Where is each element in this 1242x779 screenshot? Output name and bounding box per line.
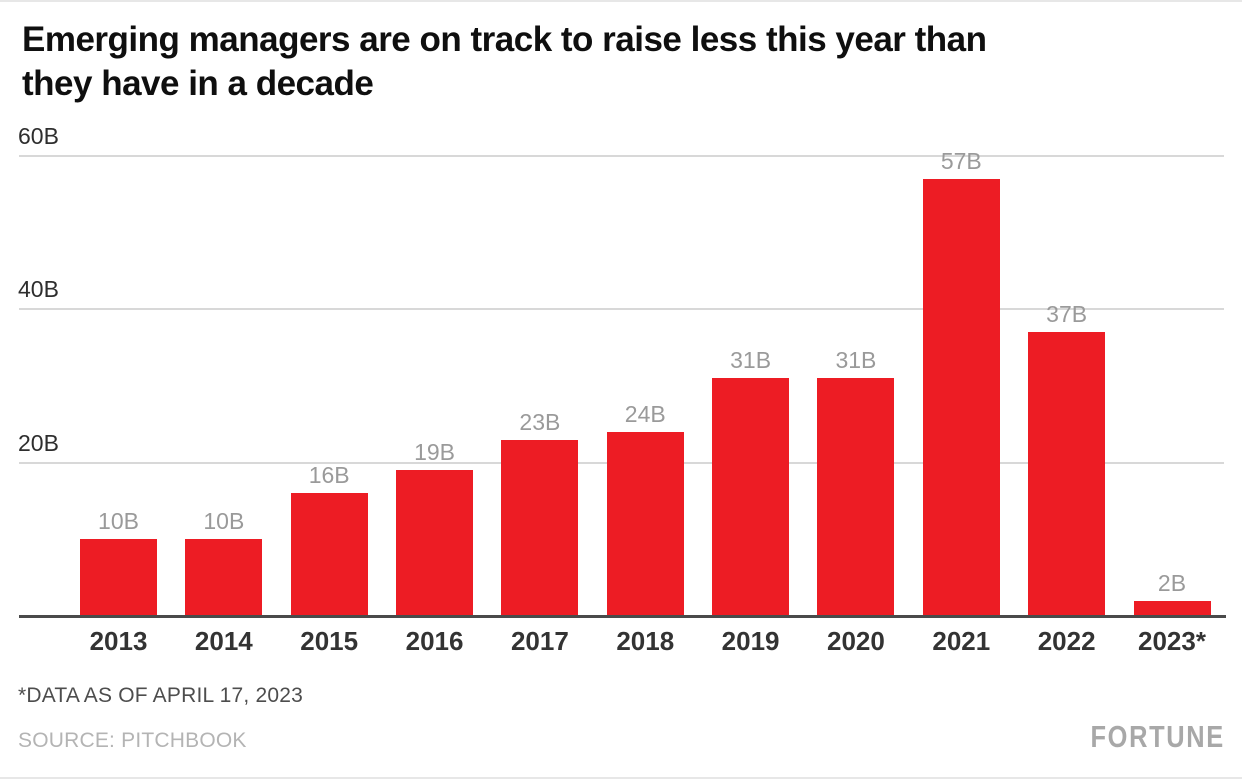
bar-value-label: 31B [835,347,877,374]
x-axis-label: 2020 [827,626,885,656]
x-axis-label: 2017 [510,626,569,656]
bar-2017 [501,439,579,616]
y-axis-tick-label: 60B [18,123,59,150]
bar-value-label: 37B [1046,301,1088,328]
bar-2015 [290,493,368,616]
bar-value-label: 23B [519,408,561,435]
chart-title-line-1: Emerging managers are on track to raise … [22,20,987,59]
top-border [0,0,1242,2]
chart-title: Emerging managers are on track to raise … [22,18,1222,106]
x-axis-label: 2018 [616,626,675,656]
data-footnote: *DATA AS OF APRIL 17, 2023 [18,684,303,707]
bar-2018 [606,432,684,616]
gridline-60B [19,155,1224,158]
bar-2019 [712,378,790,616]
bar-value-label: 31B [730,347,772,374]
gridline-40B [19,308,1224,311]
y-axis-tick-label: 20B [18,429,59,456]
bar-2022 [1028,332,1106,616]
bar-2014 [185,539,263,616]
bar-value-label: 16B [308,462,350,489]
y-axis-tick-label: 40B [18,276,59,303]
x-axis-line [19,615,1226,618]
x-axis-label: 2016 [405,626,464,656]
bottom-border [0,777,1242,779]
bar-2021 [922,179,1000,616]
x-axis-label: 2019 [721,626,780,656]
x-axis-label: 2013 [89,626,148,656]
x-axis-label: 2022 [1037,626,1096,656]
x-axis-label: 2014 [194,626,253,656]
bar-value-label: 10B [98,508,139,535]
bar-2020 [817,378,895,616]
bar-2016 [396,470,474,616]
bar-value-label: 57B [940,148,982,175]
chart-title-line-2: they have in a decade [22,64,374,103]
bar-value-label: 10B [203,508,245,535]
x-axis-label: 2021 [932,626,991,656]
x-axis-label: 2015 [300,626,359,656]
x-axis-label: 2023* [1138,626,1206,656]
bar-2023* [1133,600,1211,616]
fortune-logo: FORTUNE [1090,719,1225,754]
bar-value-label: 2B [1157,569,1187,596]
bar-value-label: 24B [624,401,666,428]
bar-value-label: 19B [414,439,456,466]
source-credit: SOURCE: PITCHBOOK [18,729,247,752]
bar-2013 [80,539,157,616]
